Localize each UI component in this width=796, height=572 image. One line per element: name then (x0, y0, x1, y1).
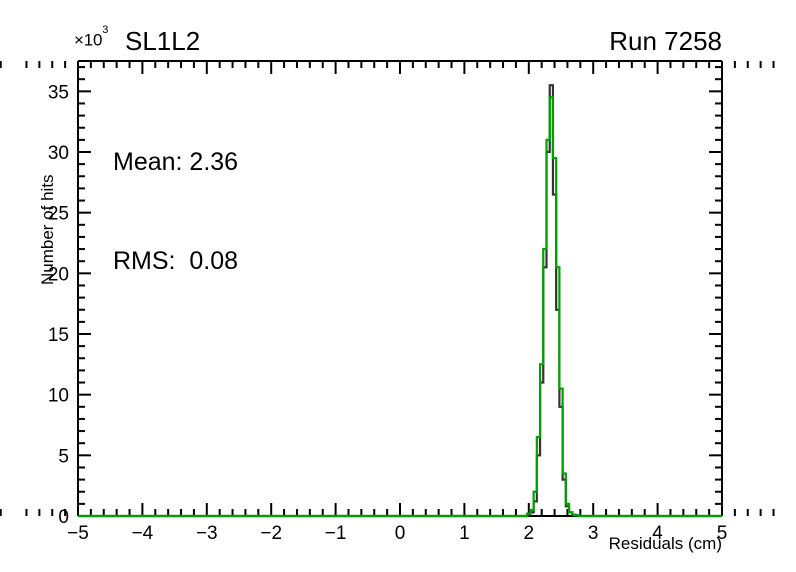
x-tick-label: 1 (459, 523, 470, 544)
y-tick-label: 5 (58, 446, 69, 467)
y-axis-exponent-label: ×103 (74, 24, 108, 51)
x-tick-label: 0 (395, 523, 406, 544)
exponent-power: 3 (102, 23, 109, 36)
x-tick-label: −1 (325, 523, 347, 544)
stat-mean: Mean: 2.36 (113, 148, 239, 176)
y-tick-label: 35 (48, 82, 69, 103)
y-tick-label: 25 (48, 204, 69, 225)
exponent-base: ×10 (74, 30, 103, 50)
histogram-title: SL1L2 (125, 26, 201, 56)
x-axis-ticks: −5 −4 −3 −2 −1 0 1 2 3 4 5 (0, 61, 775, 544)
histogram-green-histogram (78, 96, 722, 518)
statistics-box: Mean: 2.36 RMS: 0.08 (113, 80, 238, 344)
histogram-black-histogram (78, 84, 722, 518)
x-axis-title: Residuals (cm) (608, 534, 722, 553)
x-tick-label: 3 (588, 523, 599, 544)
y-axis-ticks: 0 5 10 15 20 25 30 35 (48, 66, 722, 528)
y-tick-label: 30 (48, 143, 69, 164)
x-tick-label: −3 (196, 523, 218, 544)
histogram-series (78, 84, 722, 518)
y-tick-label: 0 (58, 507, 69, 528)
x-tick-label: −2 (260, 523, 282, 544)
stat-rms: RMS: 0.08 (113, 247, 239, 275)
y-tick-label: 10 (48, 386, 69, 407)
x-tick-label: 4 (652, 523, 663, 544)
x-tick-label: −5 (67, 523, 89, 544)
x-tick-label: 5 (717, 523, 728, 544)
x-tick-label: 2 (524, 523, 535, 544)
x-tick-label: −4 (132, 523, 154, 544)
y-tick-label: 20 (48, 264, 69, 285)
axis-frame (77, 60, 723, 517)
y-tick-label: 15 (48, 325, 69, 346)
run-number-label: Run 7258 (609, 26, 722, 56)
